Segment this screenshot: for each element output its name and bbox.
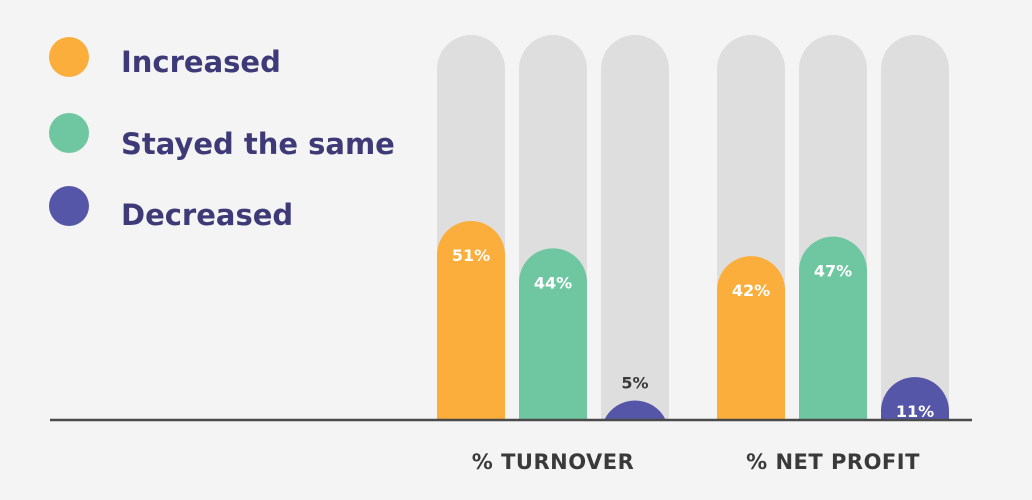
bar-group: 51% 44% 5% % TURNOVER xyxy=(437,35,669,474)
legend-item: Decreased xyxy=(49,186,293,232)
legend-label: Increased xyxy=(121,45,281,79)
category-label: % NET PROFIT xyxy=(746,450,920,474)
legend: Increased Stayed the same Decreased xyxy=(49,37,395,232)
legend-item: Stayed the same xyxy=(49,113,395,161)
bar xyxy=(519,248,587,420)
bars: 51% 44% 5% % TURNOVER 42% 47% 11% % NET PROFIT xyxy=(437,35,949,474)
bar xyxy=(799,236,867,420)
bar xyxy=(604,400,666,420)
data-label: 51% xyxy=(452,246,490,265)
legend-swatch-decreased xyxy=(49,186,89,226)
legend-label: Decreased xyxy=(121,198,293,232)
data-label: 5% xyxy=(621,373,648,392)
category-label: % TURNOVER xyxy=(472,450,635,474)
legend-item: Increased xyxy=(49,37,281,79)
bar-group: 42% 47% 11% % NET PROFIT xyxy=(717,35,949,474)
legend-label: Stayed the same xyxy=(121,127,395,161)
bar xyxy=(437,221,505,420)
data-label: 44% xyxy=(534,273,572,292)
data-label: 42% xyxy=(732,281,770,300)
bar xyxy=(717,256,785,420)
legend-swatch-increased xyxy=(49,37,89,77)
legend-swatch-stayed-the-same xyxy=(49,113,89,153)
data-label: 47% xyxy=(814,262,852,281)
bar-track xyxy=(601,35,669,420)
bar xyxy=(881,377,949,420)
data-label: 11% xyxy=(896,402,934,421)
bar-track xyxy=(881,35,949,420)
